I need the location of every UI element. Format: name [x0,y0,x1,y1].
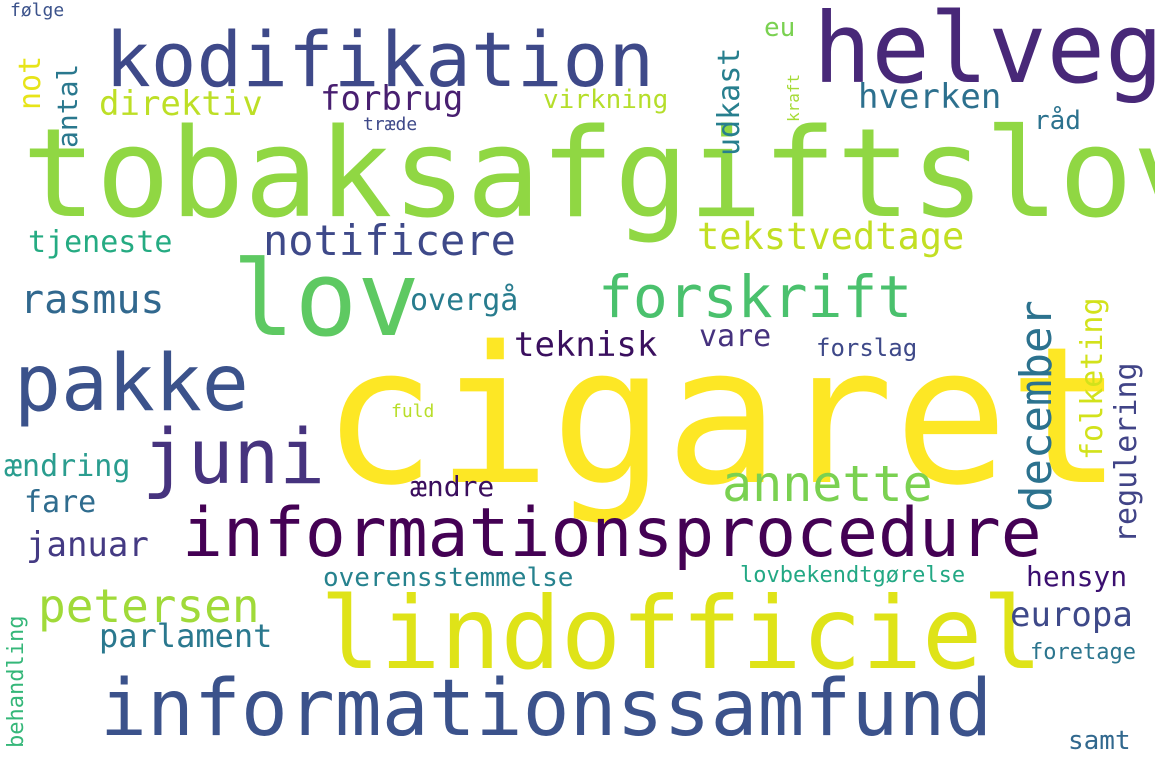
word-overensstemmelse: overensstemmelse [323,563,574,593]
word-lindofficiel: lindofficiel [320,575,1043,692]
word-samt: samt [1068,726,1131,756]
word-kraft: kraft [784,73,803,122]
word-parlament: parlament [99,617,273,655]
word-not: not [13,55,48,110]
word-direktiv: direktiv [99,84,263,124]
word-rasmus: rasmus [20,277,165,323]
word-træde: træde [363,114,418,135]
word-forslag: forslag [816,334,918,362]
word-kodifikation: kodifikation [105,15,655,104]
word-følge: følge [10,0,65,21]
word-lovbekendtgørelse: lovbekendtgørelse [740,563,966,588]
word-vare: vare [699,319,772,354]
word-folketing: folketing [1075,297,1110,460]
word-tekstvedtage: tekstvedtage [697,215,965,258]
word-juni: juni [142,412,326,501]
word-tjeneste: tjeneste [28,225,173,260]
word-behandling: behandling [4,615,29,748]
word-informationsprocedure: informationsprocedure [182,494,1042,573]
word-annette: annette [722,455,933,513]
word-europa: europa [1010,595,1133,635]
word-helveg: helveg [813,0,1155,105]
word-informationssamfund: informationssamfund [100,664,993,754]
word-overgå: overgå [410,283,519,318]
word-eu: eu [764,13,796,43]
word-notificere: notificere [263,216,516,265]
word-petersen: petersen [38,579,260,633]
word-råd: råd [1034,106,1081,136]
word-hverken: hverken [858,77,1002,117]
word-antal: antal [51,63,84,148]
word-pakke: pakke [14,339,249,429]
word-regulering: regulering [1109,362,1144,543]
word-ændre: ændre [410,470,495,503]
word-lov: lov [232,238,420,360]
word-fuld: fuld [391,401,435,422]
word-virkning: virkning [543,85,669,115]
word-udkast: udkast [712,47,747,156]
word-hensyn: hensyn [1026,560,1128,593]
word-fare: fare [24,485,97,520]
word-ændring: ændring [4,449,131,484]
word-foretage: foretage [1030,640,1136,665]
word-tobaksafgiftslov: tobaksafgiftslov [22,103,1155,246]
word-teknisk: teknisk [514,325,658,365]
word-forskrift: forskrift [598,263,913,331]
word-december: december [1011,300,1062,512]
word-cigaret: cigaret [322,306,1123,527]
word-forbrug: forbrug [320,79,464,119]
word-januar: januar [26,525,149,565]
